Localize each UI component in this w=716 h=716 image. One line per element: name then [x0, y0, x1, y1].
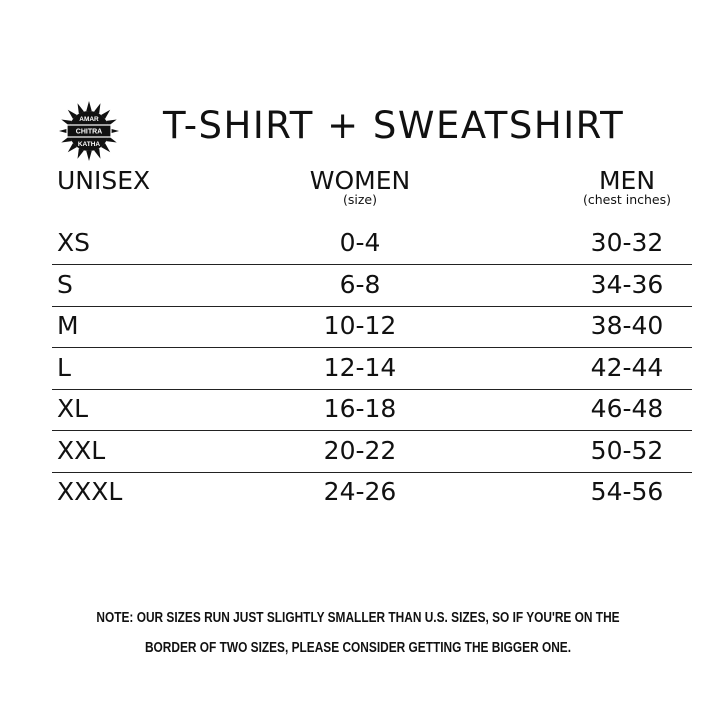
- cell-unisex: S: [57, 269, 73, 299]
- logo-ray: [61, 119, 72, 126]
- column-header-men-label: MEN: [598, 166, 656, 195]
- table-row: S 6-8 34-36: [52, 264, 692, 307]
- cell-women: 0-4: [339, 228, 381, 257]
- logo-ray: [94, 148, 101, 159]
- cell-men: 38-40: [590, 311, 664, 340]
- cell-men: 46-48: [590, 394, 664, 423]
- cell-women: 24-26: [323, 477, 397, 506]
- column-header-men-sub: (chest inches): [582, 192, 672, 207]
- table-row: XXXL 24-26 54-56: [52, 471, 692, 513]
- logo-ray: [86, 150, 92, 161]
- cell-unisex: XL: [57, 394, 89, 423]
- cell-unisex: XXXL: [57, 477, 123, 506]
- cell-men: 34-36: [590, 269, 664, 299]
- logo-ray: [106, 136, 117, 143]
- table-row: L 12-14 42-44: [52, 347, 692, 390]
- cell-unisex: XS: [57, 228, 90, 257]
- cell-women: 20-22: [323, 435, 397, 465]
- cell-men: 54-56: [590, 477, 664, 506]
- column-header-women-sub: (size): [343, 192, 377, 207]
- logo-ray: [67, 143, 77, 153]
- table-row: XL 16-18 46-48: [52, 388, 692, 431]
- logo-ray: [61, 136, 72, 143]
- logo-ray: [77, 103, 84, 114]
- logo-ray: [101, 143, 111, 153]
- logo-text-amar: AMAR: [79, 116, 99, 123]
- logo-ray: [101, 109, 111, 119]
- column-header-women: WOMEN (size): [260, 166, 460, 207]
- note-line-2: BORDER OF TWO SIZES, PLEASE CONSIDER GET…: [144, 640, 572, 656]
- cell-women: 6-8: [339, 269, 381, 299]
- amar-chitra-katha-logo: AMAR CHITRA KATHA: [59, 101, 119, 161]
- cell-women: 10-12: [323, 311, 397, 340]
- column-header-men: MEN (chest inches): [527, 166, 716, 207]
- logo-text-katha: KATHA: [78, 141, 101, 148]
- cell-men: 50-52: [590, 435, 664, 465]
- logo-ray: [94, 103, 101, 114]
- cell-men: 42-44: [590, 352, 664, 382]
- table-row: XXL 20-22 50-52: [52, 430, 692, 473]
- logo-ray: [67, 109, 77, 119]
- page-title: T-SHIRT + SWEATSHIRT: [163, 104, 625, 147]
- note-line-1: NOTE: OUR SIZES RUN JUST SLIGHTLY SMALLE…: [96, 610, 620, 626]
- logo-ray: [77, 148, 84, 159]
- logo-ray: [86, 101, 92, 112]
- cell-women: 16-18: [323, 394, 397, 423]
- cell-unisex: L: [57, 352, 71, 382]
- logo-ray: [106, 119, 117, 126]
- cell-men: 30-32: [590, 228, 664, 257]
- logo-text-chitra: CHITRA: [76, 129, 102, 136]
- cell-unisex: M: [57, 311, 79, 340]
- table-row: XS 0-4 30-32: [52, 222, 692, 265]
- column-header-unisex: UNISEX: [57, 166, 151, 195]
- cell-women: 12-14: [323, 352, 397, 382]
- table-row: M 10-12 38-40: [52, 305, 692, 348]
- cell-unisex: XXL: [57, 435, 106, 465]
- column-header-women-label: WOMEN: [309, 166, 411, 195]
